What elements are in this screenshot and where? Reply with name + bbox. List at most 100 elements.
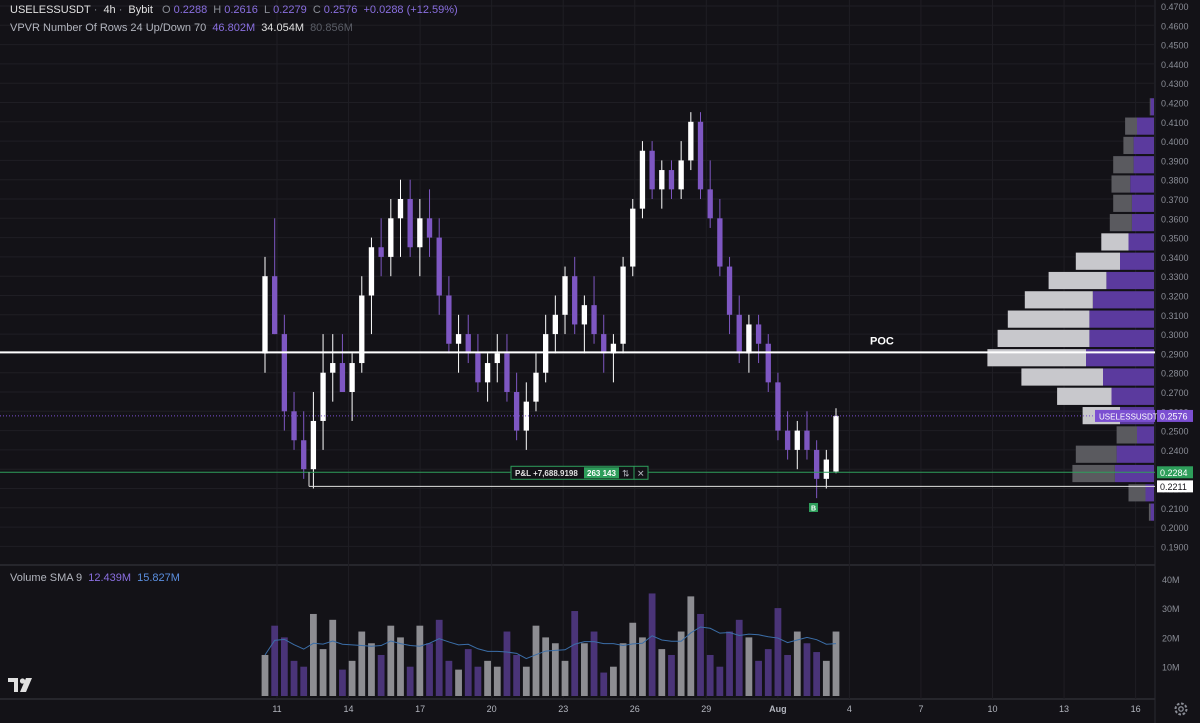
vpvr-total: 80.856M <box>310 22 353 34</box>
symbol-name: USELESSUSDT <box>10 4 91 16</box>
price-tick-label: 0.4000 <box>1161 137 1189 147</box>
candle-body <box>659 170 665 190</box>
candle-body <box>330 363 336 373</box>
time-tick-label: 23 <box>558 704 568 714</box>
candle-body <box>320 372 326 421</box>
vpvr-bar-down <box>1057 387 1112 405</box>
volume-bar <box>561 660 569 696</box>
candle-body <box>513 392 520 431</box>
volume-bar <box>803 643 811 696</box>
volume-bar <box>668 654 675 696</box>
candle-body <box>281 334 288 412</box>
volume-bar <box>445 660 453 696</box>
candle-body <box>678 160 684 190</box>
price-tick-label: 0.3100 <box>1161 311 1189 321</box>
candle-body <box>707 189 713 219</box>
candle-body <box>407 199 413 248</box>
volume-bar <box>503 631 511 696</box>
candle-body <box>823 459 829 479</box>
volume-bar <box>610 666 617 696</box>
candle-body <box>794 430 800 450</box>
vpvr-bar-up <box>1103 368 1154 386</box>
volume-bar <box>813 652 821 696</box>
volume-bar <box>290 660 298 696</box>
volume-bar <box>629 622 637 696</box>
time-tick-label: Aug <box>769 704 787 714</box>
price-tick-label: 0.4200 <box>1161 99 1189 109</box>
vpvr-bar-up <box>1130 175 1154 193</box>
vpvr-bar-down <box>1075 445 1117 463</box>
candle-body <box>620 266 626 344</box>
price-tick-label: 0.2100 <box>1161 504 1189 514</box>
volume-axis: 40M 30M 20M 10M <box>1162 575 1180 673</box>
vpvr-bar-down <box>1075 252 1120 270</box>
time-axis[interactable]: 11 14 17 20 23 26 29 Aug 4 7 10 13 16 <box>272 704 1140 714</box>
vpvr-legend[interactable]: VPVR Number Of Rows 24 Up/Down 70 46.802… <box>10 22 356 34</box>
volume-bar <box>319 649 327 696</box>
candle-body <box>291 411 297 441</box>
vpvr-bar-down <box>1111 175 1131 193</box>
price-tick-label: 0.2700 <box>1161 388 1189 398</box>
volume-bar <box>261 654 269 696</box>
volume-label: Volume SMA 9 <box>10 572 83 584</box>
price-tick-label: 0.3700 <box>1161 195 1189 205</box>
symbol-badge-label: USELESSUSDT <box>1099 412 1158 421</box>
vpvr-bar-down <box>1109 214 1132 232</box>
vpvr-down: 34.054M <box>261 22 304 34</box>
candle-body <box>301 440 307 470</box>
price-tick-label: 0.3800 <box>1161 176 1189 186</box>
position-pnl: P&L +7,688.9198 <box>515 469 578 478</box>
vpvr-bar-down <box>1007 310 1090 328</box>
volume-bar <box>822 660 830 696</box>
low-label: L <box>263 4 271 16</box>
vpvr-bar-down <box>1072 464 1115 483</box>
vpvr-bar-up <box>1131 194 1154 212</box>
vpvr-bar-down <box>1113 194 1132 212</box>
volume-bar <box>455 669 462 696</box>
stop-price-badge <box>1157 480 1193 493</box>
candle-body <box>639 150 646 209</box>
candle-body <box>465 334 471 354</box>
volume-bar <box>639 637 646 696</box>
volume-bar <box>793 631 801 696</box>
time-tick-label: 16 <box>1131 704 1141 714</box>
volume-tick-label: 40M <box>1162 575 1180 585</box>
gear-icon[interactable] <box>1173 701 1189 717</box>
volume-bar <box>532 625 540 696</box>
volume-sma-line <box>264 626 837 660</box>
last-price-badge-value: 0.2576 <box>1160 411 1188 421</box>
candle-body <box>562 276 568 315</box>
candle-body <box>533 372 539 402</box>
volume-bar <box>406 666 414 696</box>
volume-bar <box>484 660 491 696</box>
candle-body <box>572 276 578 325</box>
price-tick-label: 0.4100 <box>1161 118 1189 128</box>
candle-body <box>610 343 617 354</box>
symbol-legend[interactable]: USELESSUSDT · 4h · Bybit O 0.2288 H 0.2616 L… <box>10 4 458 16</box>
vpvr-bar-up <box>1150 98 1154 116</box>
candle-body <box>339 363 346 392</box>
candle-body <box>649 150 655 190</box>
candle-body <box>813 449 820 479</box>
candle-body <box>484 363 491 383</box>
volume-bar <box>300 666 308 696</box>
candle-body <box>494 353 500 364</box>
volume-legend[interactable]: Volume SMA 9 12.439M 15.827M <box>10 572 183 584</box>
tradingview-logo-icon[interactable] <box>8 676 34 694</box>
open-label: O <box>162 4 171 16</box>
time-tick-label: 29 <box>701 704 711 714</box>
vpvr-bar-down <box>1148 503 1151 521</box>
vpvr-bar-down <box>1021 368 1103 386</box>
entry-price-badge <box>1157 466 1193 479</box>
vpvr-bar-up <box>1092 291 1154 309</box>
candle-body <box>784 430 791 450</box>
vpvr-bar-up <box>1133 136 1154 155</box>
volume-bar <box>464 649 472 696</box>
candle-body <box>388 218 394 257</box>
volume-bar <box>687 596 695 696</box>
candle-body <box>804 430 810 450</box>
volume-bar <box>697 613 704 696</box>
high-label: H <box>213 4 222 16</box>
time-tick-label: 10 <box>987 704 997 714</box>
